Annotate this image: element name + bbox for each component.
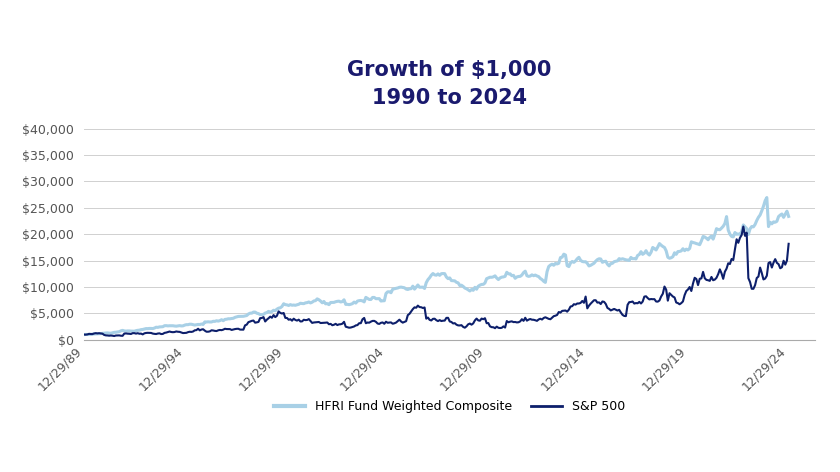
Legend: HFRI Fund Weighted Composite, S&P 500: HFRI Fund Weighted Composite, S&P 500 <box>269 395 630 418</box>
Title: Growth of $1,000
1990 to 2024: Growth of $1,000 1990 to 2024 <box>347 60 552 108</box>
